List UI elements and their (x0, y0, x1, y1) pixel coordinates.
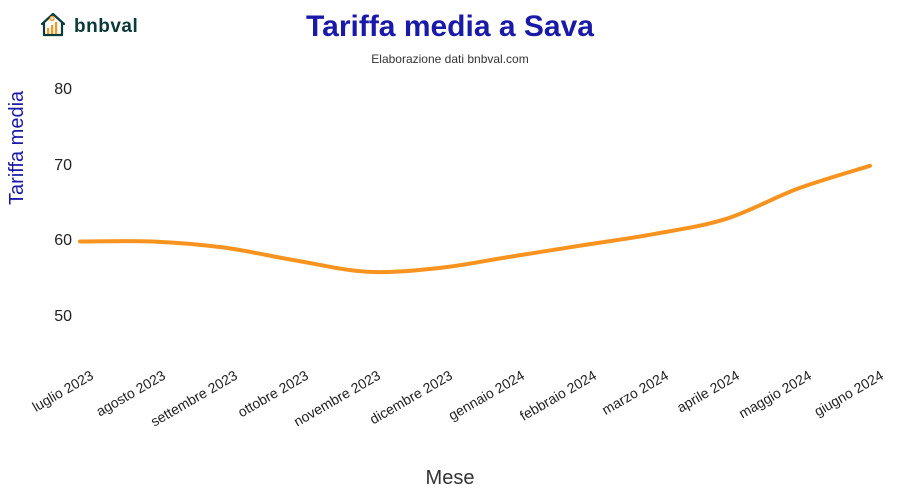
chart-title: Tariffa media a Sava (0, 10, 900, 44)
plot-area: 50607080luglio 2023agosto 2023settembre … (80, 75, 870, 355)
y-tick-label: 60 (40, 232, 72, 250)
x-axis-label: Mese (0, 467, 900, 490)
y-axis-label: Tariffa media (6, 91, 29, 205)
data-line (80, 166, 870, 272)
y-tick-label: 70 (40, 157, 72, 175)
line-chart-svg (80, 75, 870, 355)
y-tick-label: 80 (40, 81, 72, 99)
chart-subtitle: Elaborazione dati bnbval.com (0, 52, 900, 66)
y-tick-label: 50 (40, 308, 72, 326)
